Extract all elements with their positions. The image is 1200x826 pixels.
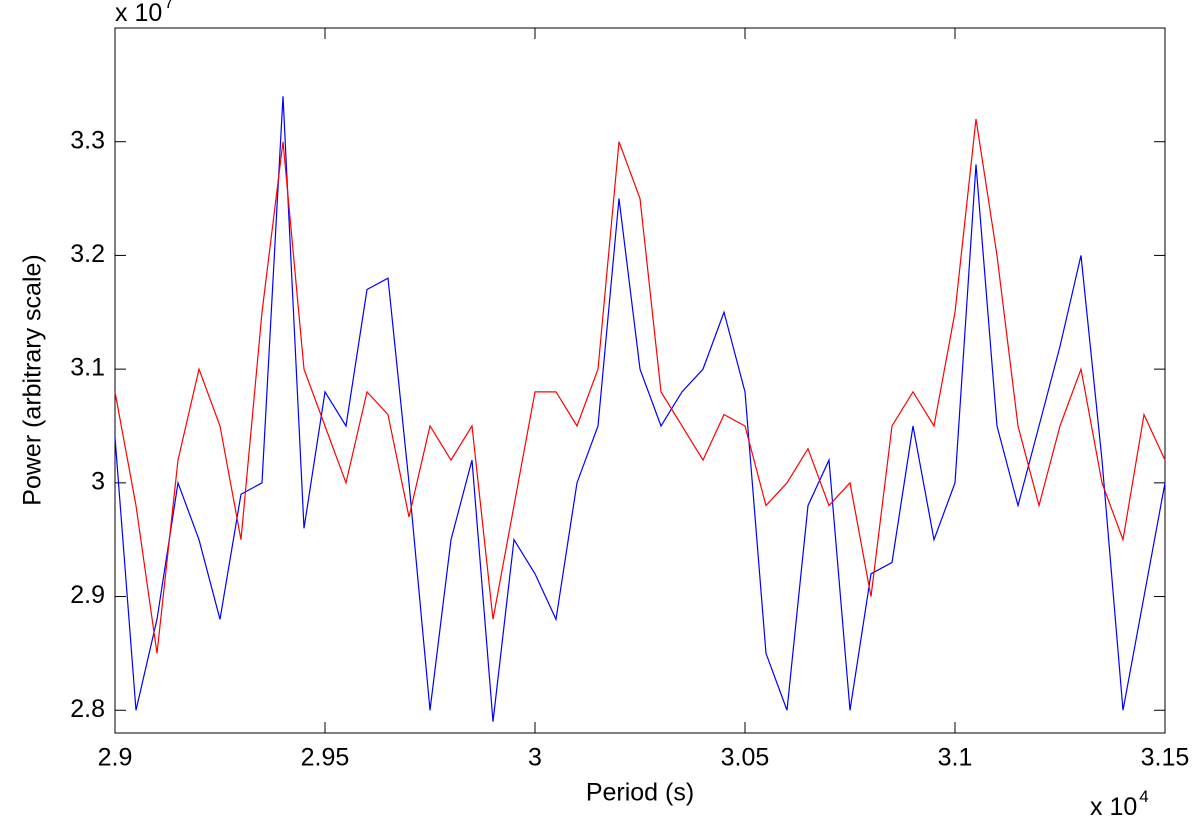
x-multiplier-power: 4 <box>1139 787 1148 806</box>
x-tick-label: 3 <box>528 744 542 772</box>
x-tick-label: 2.9 <box>98 744 133 772</box>
data-line <box>114 118 1166 654</box>
y-tick-label: 3.3 <box>70 126 105 154</box>
y-multiplier-base: x 10 <box>115 0 162 27</box>
y-tick-label: 3 <box>91 467 105 495</box>
y-multiplier-power: 7 <box>164 0 173 12</box>
x-tick-label: 3.1 <box>938 744 973 772</box>
x-tick-label: 3.05 <box>721 744 770 772</box>
y-tick-label: 2.8 <box>70 695 105 723</box>
data-line <box>114 96 1166 722</box>
x-axis-label: Period (s) <box>586 779 694 807</box>
y-tick-label: 3.2 <box>70 240 105 268</box>
y-axis-label: Power (arbitrary scale) <box>19 254 47 505</box>
y-multiplier: x 10 7 <box>115 0 174 27</box>
plot-box <box>114 27 1166 734</box>
x-tick-label: 3.15 <box>1141 744 1190 772</box>
x-tick-label: 2.95 <box>301 744 350 772</box>
x-multiplier: x 10 4 <box>1090 787 1149 820</box>
y-tick-label: 2.9 <box>70 581 105 609</box>
y-tick-label: 3.1 <box>70 354 105 382</box>
x-multiplier-base: x 10 <box>1090 793 1137 821</box>
